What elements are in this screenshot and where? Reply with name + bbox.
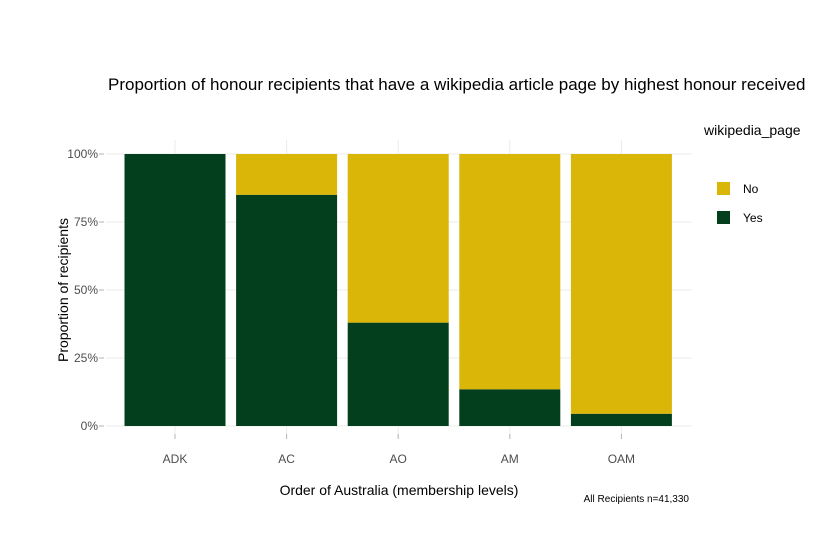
x-tick-label: AO — [390, 452, 407, 466]
bar-yes-ac — [236, 194, 338, 426]
x-tick-label: AM — [501, 452, 519, 466]
chart-title: Proportion of honour recipients that hav… — [108, 75, 805, 94]
bar-yes-am — [459, 389, 561, 426]
bar-yes-adk — [124, 154, 226, 426]
legend-swatch-no — [717, 182, 730, 195]
x-axis-label: Order of Australia (membership levels) — [280, 482, 519, 498]
y-tick-label: 75% — [74, 215, 98, 229]
y-tick-label: 50% — [74, 283, 98, 297]
x-tick-labels: ADK AC AO AM OAM — [163, 434, 635, 466]
x-tick-label: OAM — [608, 452, 635, 466]
legend-title: wikipedia_page — [703, 122, 801, 138]
x-tick-label: ADK — [163, 452, 188, 466]
bar-yes-ao — [347, 322, 449, 426]
y-tick-label: 25% — [74, 351, 98, 365]
y-tick-label: 0% — [81, 419, 99, 433]
legend-label-no: No — [743, 182, 759, 196]
bar-no-ao — [347, 154, 449, 323]
y-tick-labels: 0% 25% 50% 75% 100% — [67, 147, 104, 433]
y-tick-label: 100% — [67, 147, 98, 161]
legend-swatch-yes — [717, 211, 730, 224]
bar-no-ac — [236, 154, 338, 195]
legend-label-yes: Yes — [743, 211, 763, 225]
caption: All Recipients n=41,330 — [584, 494, 690, 505]
bar-no-oam — [570, 154, 672, 414]
bars-layer — [124, 154, 672, 426]
bar-yes-oam — [570, 413, 672, 426]
legend: wikipedia_page No Yes — [703, 122, 801, 225]
x-tick-label: AC — [278, 452, 295, 466]
y-axis-label: Proportion of recipients — [55, 218, 71, 362]
bar-no-am — [459, 154, 561, 390]
